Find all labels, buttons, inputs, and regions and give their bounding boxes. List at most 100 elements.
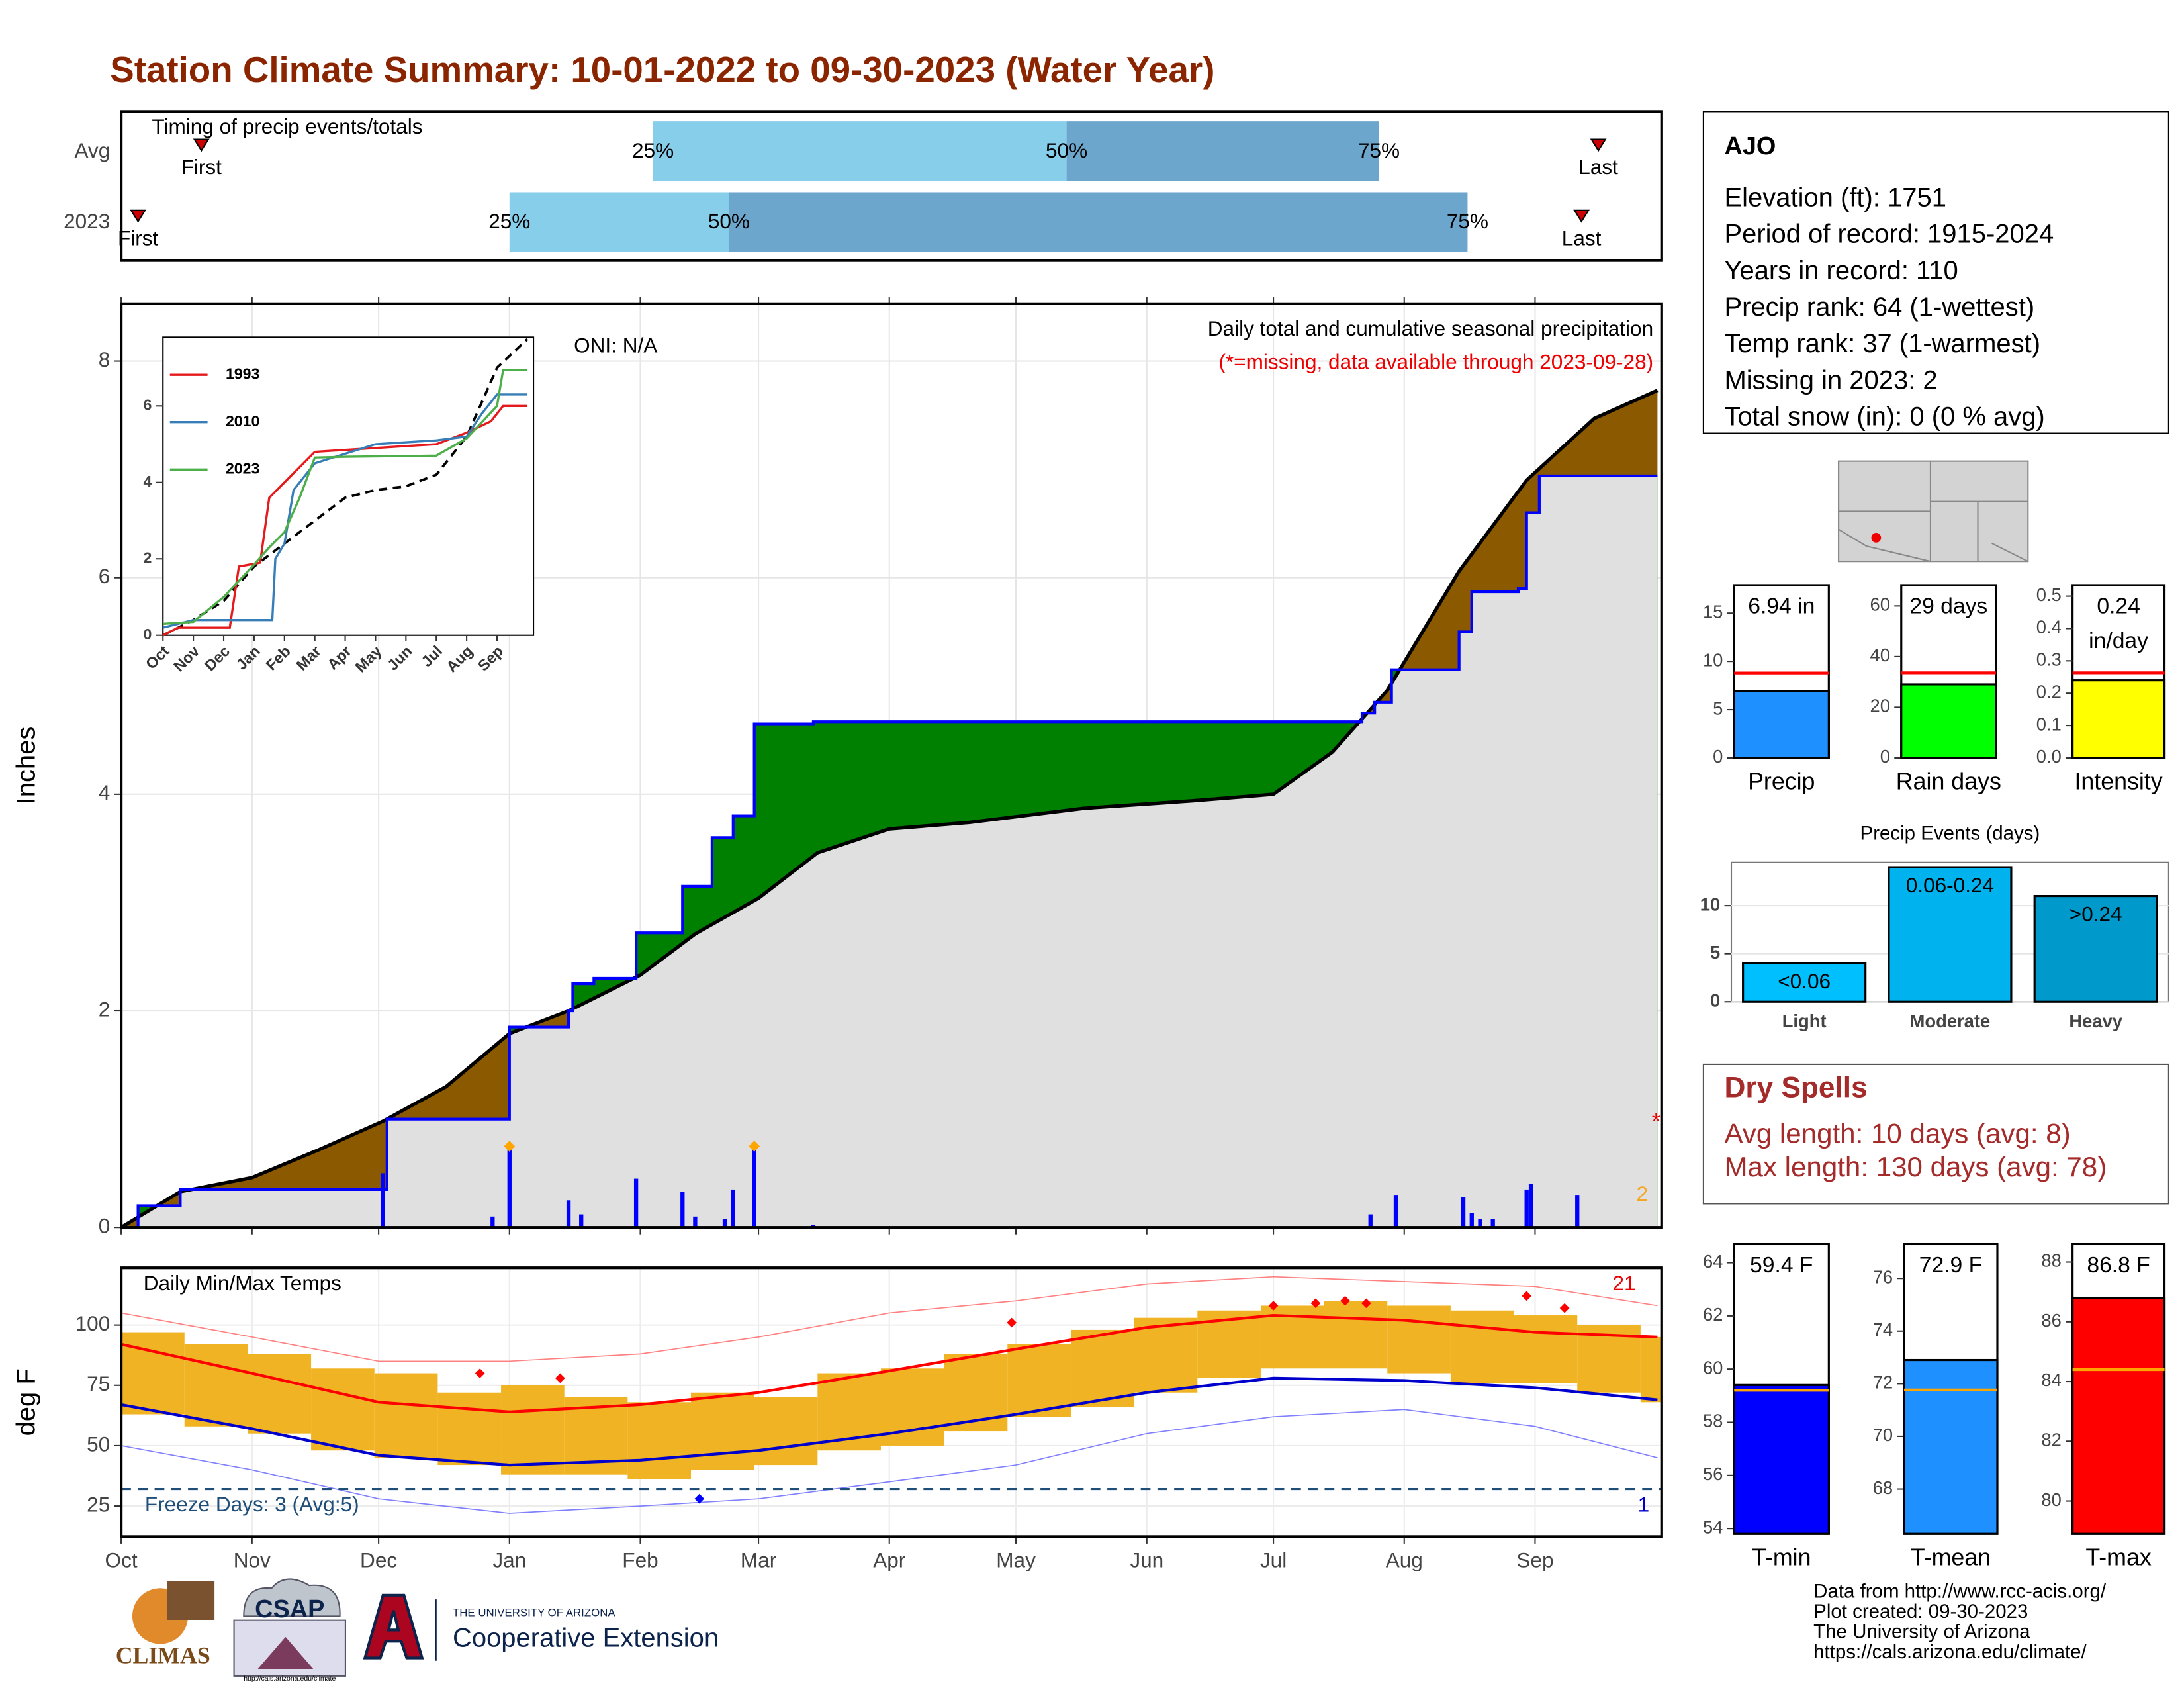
quartile-bar xyxy=(509,192,729,252)
legend-label: 2023 xyxy=(226,459,260,477)
map-borders xyxy=(1838,461,2028,563)
y-tick-label: 86 xyxy=(2041,1310,2061,1331)
value-label: 59.4 F xyxy=(1750,1253,1813,1278)
x-tick-label: Oct xyxy=(105,1548,138,1572)
daily-precip-bar xyxy=(1469,1213,1474,1228)
y-tick-label: 70 xyxy=(1873,1425,1893,1445)
inset-bg xyxy=(162,336,535,636)
temp-range-bar xyxy=(437,1392,502,1466)
station-name: AJO xyxy=(1724,132,1776,160)
x-tick-label: Sep xyxy=(1516,1548,1553,1572)
record-marker xyxy=(555,1373,565,1383)
unit-label: in/day xyxy=(2089,629,2148,653)
record-marker xyxy=(694,1493,705,1504)
bar-label: 0.06-0.24 xyxy=(1906,873,1994,897)
footer-line: https://cals.arizona.edu/climate/ xyxy=(1813,1641,2087,1663)
daily-precip-bar xyxy=(490,1216,495,1228)
category-label: Light xyxy=(1782,1011,1827,1031)
record-low-count: 1 xyxy=(1638,1492,1650,1516)
daily-precip-bar xyxy=(1528,1184,1533,1228)
x-tick-label: Nov xyxy=(234,1548,271,1572)
x-tick-label: Jan xyxy=(492,1548,526,1572)
y-tick-label: 0 xyxy=(1880,746,1890,767)
station-info: Total snow (in): 0 (0 % avg) xyxy=(1724,402,2044,431)
university-text: THE UNIVERSITY OF ARIZONA xyxy=(453,1607,615,1619)
page-title: Station Climate Summary: 10-01-2022 to 0… xyxy=(110,49,1214,90)
y-tick-label: 0 xyxy=(1710,990,1720,1010)
y-axis-label: Inches xyxy=(12,727,41,805)
temp-range-bar xyxy=(501,1385,565,1475)
x-tick-label: Jun xyxy=(1130,1548,1163,1572)
bar xyxy=(1900,683,1997,759)
y-tick-label: 25 xyxy=(87,1492,110,1516)
record-line xyxy=(120,1409,1658,1514)
y-tick-label: 0.5 xyxy=(2036,585,2062,605)
bar xyxy=(1733,690,1830,759)
y-tick-label: 54 xyxy=(1703,1517,1723,1537)
csap-mountain xyxy=(257,1636,314,1669)
daily-precip-bar xyxy=(1368,1214,1373,1228)
row-label: 2023 xyxy=(64,209,110,233)
year-line xyxy=(162,393,527,629)
y-tick-label: 10 xyxy=(1703,649,1723,670)
y-tick-label: 0 xyxy=(99,1214,111,1238)
temp-range-bar xyxy=(627,1402,692,1479)
y-tick-label: 5 xyxy=(1713,698,1723,718)
climas-text: CLIMAS xyxy=(116,1642,210,1669)
quartile-bar xyxy=(1066,121,1379,181)
category-label: Heavy xyxy=(2069,1011,2122,1031)
record-marker xyxy=(1361,1298,1371,1309)
year-line xyxy=(162,404,527,637)
category-label: Precip xyxy=(1748,768,1815,794)
legend-label: 1993 xyxy=(226,365,260,382)
event-marker xyxy=(1573,209,1590,223)
y-tick-label: 0.0 xyxy=(2036,746,2062,767)
daily-precip-bar xyxy=(1490,1219,1495,1228)
station-dot xyxy=(1871,533,1882,543)
daily-precip-bar xyxy=(381,1173,385,1228)
event-label: Last xyxy=(1578,155,1618,179)
bar-label: >0.24 xyxy=(2070,902,2122,925)
x-tick-label: May xyxy=(996,1548,1036,1572)
avg-cumulative-line xyxy=(120,389,1659,1229)
daily-precip-bar xyxy=(566,1200,571,1228)
event-label: First xyxy=(118,226,159,250)
category-label: T-mean xyxy=(1911,1544,1991,1571)
y-tick-label: 74 xyxy=(1873,1319,1893,1340)
dry-spells-info: Max length: 130 days (avg: 78) xyxy=(1724,1151,2107,1182)
category-label: T-min xyxy=(1752,1544,1811,1571)
quartile-label: 50% xyxy=(708,209,750,233)
y-tick-label: 84 xyxy=(2041,1370,2061,1390)
y-tick-label: 50 xyxy=(87,1432,110,1456)
y-tick-label: 0.1 xyxy=(2036,714,2062,734)
footer-line: The University of Arizona xyxy=(1813,1620,2030,1642)
event-label: First xyxy=(181,155,222,179)
temp-range-bar xyxy=(1387,1305,1451,1374)
locator-map xyxy=(1838,460,2029,563)
temp-range-bar xyxy=(1514,1315,1578,1383)
x-tick-label: Feb xyxy=(622,1548,658,1572)
category-label: Moderate xyxy=(1910,1011,1991,1031)
quartile-label: 25% xyxy=(488,209,530,233)
legend-label: 2010 xyxy=(226,412,259,430)
y-tick-label: 0 xyxy=(144,626,152,643)
temp-range-bar xyxy=(311,1368,375,1451)
base-fill xyxy=(121,475,1658,1228)
y-tick-label: 2 xyxy=(99,997,111,1021)
missing-marker: * xyxy=(1652,1109,1661,1134)
csap-cloud xyxy=(243,1578,341,1617)
daily-precip-bar xyxy=(1478,1219,1482,1228)
y-tick-label: 60 xyxy=(1870,594,1890,615)
y-tick-label: 6 xyxy=(144,396,152,413)
missing-count: 2 xyxy=(1637,1182,1649,1205)
y-tick-label: 82 xyxy=(2041,1430,2061,1450)
footer-line: Plot created: 09-30-2023 xyxy=(1813,1601,2028,1622)
y-tick-label: 0.4 xyxy=(2036,617,2062,637)
event-marker xyxy=(130,209,147,223)
y-tick-label: 2 xyxy=(144,549,152,566)
y-tick-label: 68 xyxy=(1873,1477,1893,1498)
y-tick-label: 0.3 xyxy=(2036,649,2062,670)
daily-precip-bar xyxy=(722,1219,727,1228)
temp-range-bar xyxy=(1134,1317,1198,1393)
station-box xyxy=(1702,111,2169,434)
